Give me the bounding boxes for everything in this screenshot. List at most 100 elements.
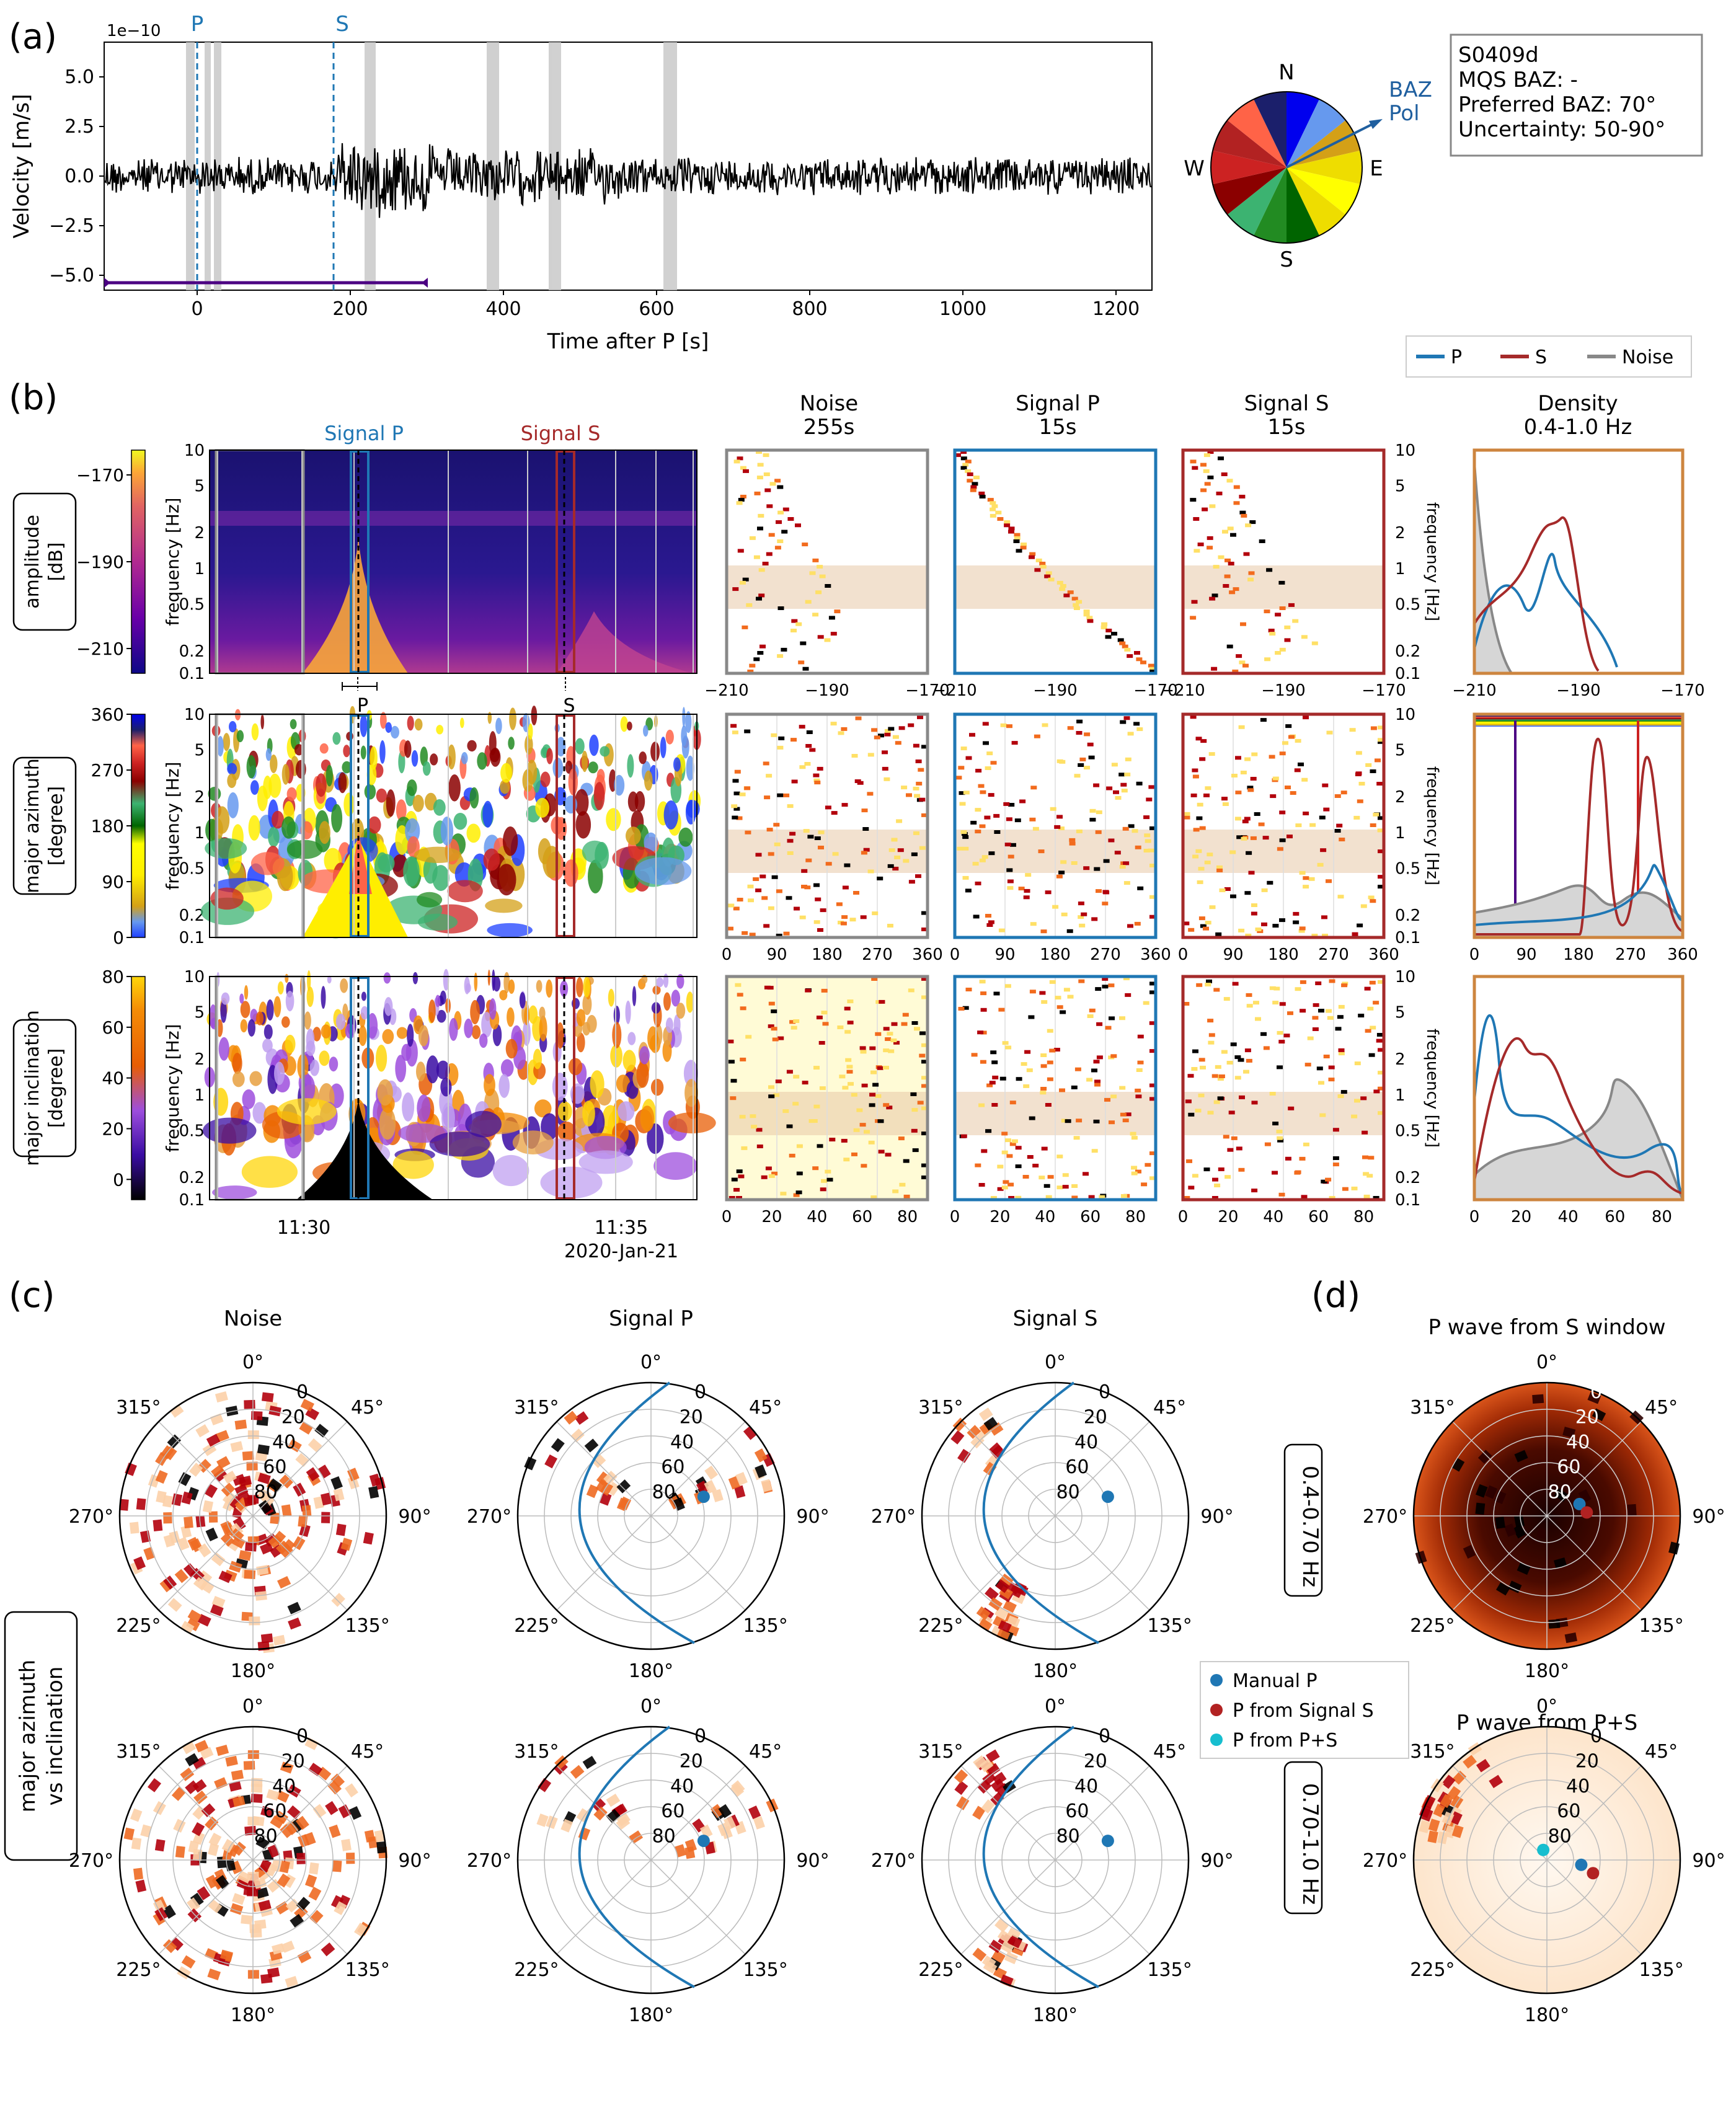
density-curve [1473, 1014, 1684, 1195]
polar-angle-label: 45° [1645, 1397, 1678, 1419]
freq-tick-right: 10 [1395, 706, 1415, 724]
polar-radial-label: 0 [694, 1725, 706, 1747]
freq-tick-right: 0.2 [1395, 642, 1420, 661]
hist-xtick: −210 [932, 681, 976, 700]
colorbar-tick: 0 [113, 928, 124, 948]
freq-tick-right: 5 [1395, 1004, 1406, 1022]
svg-text:0.4-0.70 Hz: 0.4-0.70 Hz [1298, 1466, 1322, 1587]
freq-tick: 0.5 [179, 595, 205, 614]
colorbar-tick: 20 [102, 1118, 124, 1139]
polar-marker [1587, 1867, 1600, 1880]
col-title-density: Density [1538, 391, 1618, 416]
polar-radial-label: 60 [1557, 1456, 1580, 1478]
polar-radial-label: 20 [281, 1406, 305, 1428]
col-sub-noise: 255s [804, 415, 855, 440]
panel-c-label: (c) [9, 1275, 55, 1316]
polar-plot: 0° 45° 90° 135° 180° 225° 270° 315° 0 20 40 60 80 [69, 1696, 432, 2026]
colorbar-tick: 40 [102, 1068, 124, 1089]
polar-radial-label: 80 [1548, 1482, 1572, 1504]
hist-xtick: 20 [990, 1208, 1010, 1226]
hist-xtick: 180 [1040, 946, 1071, 964]
polar-plot: 0° 45° 90° 135° 180° 225° 270° 315° 0 20 40 60 80 [871, 1696, 1234, 2026]
polar-plot: 0° 45° 90° 135° 180° 225° 270° 315° 0 20 40 60 80 [1363, 1352, 1725, 1682]
density-xtick: 80 [1652, 1208, 1672, 1226]
colorbar-tick: 180 [91, 816, 124, 836]
polar-title-d-top: P wave from S window [1428, 1315, 1665, 1340]
freq-tick: 2 [194, 1050, 205, 1069]
polar-angle-label: 90° [1692, 1506, 1725, 1528]
polar-radial-label: 0 [296, 1381, 308, 1403]
density-curve [1473, 516, 1600, 672]
polar-angle-label: 90° [796, 1850, 829, 1872]
row-label-line1: amplitude [22, 515, 43, 609]
polar-radial-label: 0 [1099, 1725, 1110, 1747]
panel-a-label: (a) [9, 17, 57, 57]
freq-tick-right: 0.5 [1395, 859, 1420, 878]
row-label-line2: [degree] [45, 786, 67, 866]
polar-radial-label: 40 [272, 1776, 296, 1797]
polar-angle-label: 0° [640, 1696, 662, 1717]
compass-sector [1213, 120, 1286, 167]
polar-angle-label: 225° [918, 1959, 963, 1981]
polar-radial-label: 80 [652, 1482, 676, 1504]
freq-tick: 0.1 [179, 665, 205, 683]
compass-sector [1286, 99, 1346, 167]
freq-tick: 10 [184, 968, 205, 986]
polar-angle-label: 0° [1045, 1696, 1066, 1717]
compass-sector [1227, 99, 1286, 167]
density-curve [1473, 1037, 1683, 1195]
compass-w: W [1184, 156, 1205, 181]
polar-angle-label: 180° [1525, 1660, 1569, 1682]
legend-b: P S Noise [1406, 335, 1692, 378]
polar-angle-label: 45° [1153, 1741, 1186, 1763]
polar-title-signal-p: Signal P [609, 1306, 693, 1331]
polar-angle-label: 90° [796, 1506, 829, 1528]
polar-angle-label: 225° [514, 1959, 559, 1981]
polar-marker [1101, 1835, 1114, 1848]
polar-radial-label: 80 [254, 1482, 278, 1504]
polar-radial-label: 80 [652, 1826, 676, 1848]
manual-p-curve [982, 1725, 1099, 1988]
row-label: amplitude [dB] [12, 492, 77, 631]
histogram-panel: 0 20 40 60 80 [1178, 975, 1386, 1226]
density-xtick: −210 [1452, 681, 1496, 700]
polar-angle-label: 135° [1639, 1615, 1683, 1637]
polar-radial-label: 60 [263, 1800, 286, 1822]
legend-noise: Noise [1622, 347, 1673, 368]
baz-uncertainty: Uncertainty: 50-90° [1458, 117, 1665, 142]
hist-xtick: 80 [897, 1208, 918, 1226]
hist-xtick: 270 [862, 946, 893, 964]
freq-tick-right: 5 [1395, 742, 1406, 760]
row-0: amplitude [dB] −170 −190 −210 frequency [Hz] 1… [12, 441, 1705, 700]
polar-radial-label: 0 [296, 1725, 308, 1747]
p-marker: P [357, 695, 368, 717]
polar-marker [1573, 1497, 1586, 1510]
hist-xtick: 90 [994, 946, 1015, 964]
density-curve [1474, 737, 1684, 936]
hist-xtick: 270 [1318, 946, 1349, 964]
polar-radial-label: 40 [1074, 1432, 1098, 1453]
hist-xtick: 270 [1090, 946, 1121, 964]
density-xtick: 40 [1558, 1208, 1579, 1226]
histogram-panel: 0 20 40 60 80 [950, 975, 1158, 1226]
freq-tick: 0.1 [179, 1191, 205, 1210]
polar-angle-label: 135° [743, 1615, 787, 1637]
polar-radial-label: 0 [1590, 1725, 1602, 1747]
legend-p: P [1451, 347, 1462, 368]
freq-tick-right: 5 [1395, 477, 1406, 496]
date-label: 2020-Jan-21 [564, 1241, 678, 1262]
polar-angle-label: 90° [398, 1850, 431, 1872]
colorbar-tick: 0 [113, 1169, 124, 1190]
svg-text:major azimuth: major azimuth [16, 1660, 40, 1813]
hist-xtick: 60 [1308, 1208, 1329, 1226]
pol-label: Pol [1389, 101, 1420, 126]
time-tick-1130: 11:30 [277, 1217, 330, 1239]
signal-s-label: Signal S [521, 422, 601, 445]
freq-tick-right: 0.5 [1395, 1122, 1420, 1140]
sci-offset: 1e−10 [107, 22, 161, 40]
polar-angle-label: 315° [918, 1741, 963, 1763]
svg-text:1000: 1000 [939, 298, 986, 320]
polar-angle-label: 135° [1147, 1615, 1192, 1637]
histogram-panel: 0 90 180 270 360 [722, 712, 943, 964]
svg-text:200: 200 [332, 298, 368, 320]
